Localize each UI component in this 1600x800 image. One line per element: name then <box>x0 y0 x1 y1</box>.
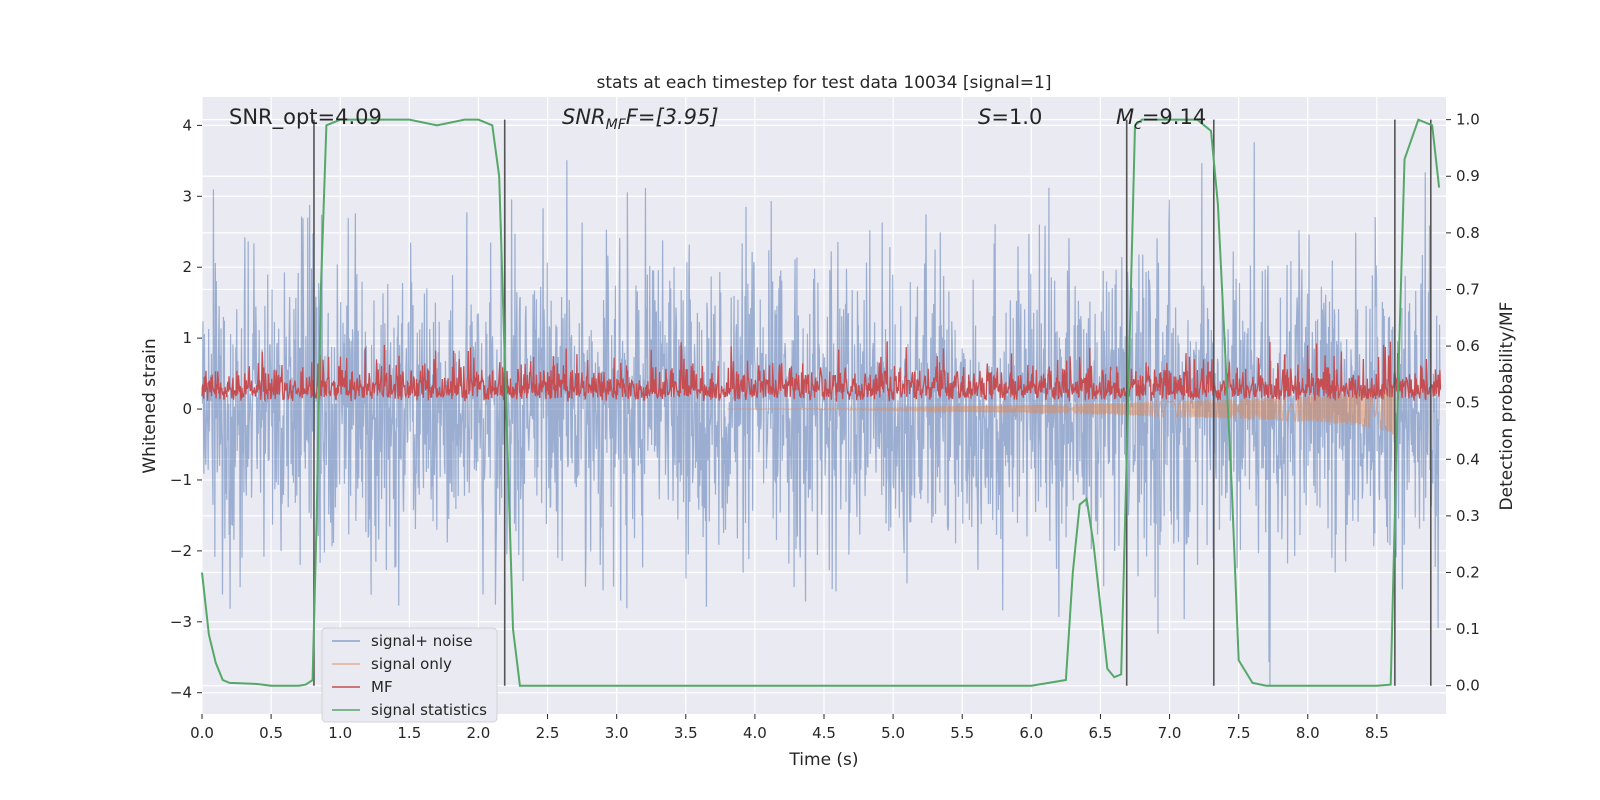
x-tick-label-12: 6.0 <box>1019 724 1043 742</box>
y-right-tick-label-1: 0.9 <box>1456 167 1480 185</box>
annotation-mc-sub: c <box>1134 117 1142 133</box>
y-tick-label-0: 4 <box>182 116 192 134</box>
x-tick-label-8: 4.0 <box>743 724 767 742</box>
annotation-s-value: =1.0 <box>991 105 1042 129</box>
series-signal-only <box>727 383 1396 435</box>
annotation-s: S=1.0 <box>978 105 1042 129</box>
y-tick-label-6: −2 <box>170 542 192 560</box>
x-axis-label: Time (s) <box>788 750 858 770</box>
x-tick-label-3: 1.5 <box>397 724 421 742</box>
line-signal-statistics <box>201 118 1441 687</box>
legend-label-signal-noise: signal+ noise <box>371 632 473 650</box>
y-right-tick-label-4: 0.6 <box>1456 337 1480 355</box>
x-tick-label-16: 8.0 <box>1296 724 1320 742</box>
y-tick-label-8: −4 <box>170 684 192 702</box>
legend: signal+ noise signal only MF signal stat… <box>321 627 498 723</box>
annotation-s-main: S <box>978 105 991 129</box>
x-tick-label-5: 2.5 <box>536 724 560 742</box>
y-tick-label-4: 0 <box>182 400 192 418</box>
legend-label-signal-only: signal only <box>371 655 452 673</box>
y-right-tick-label-6: 0.4 <box>1456 450 1480 468</box>
x-tick-label-0: 0.0 <box>190 724 214 742</box>
axes: 0.0 0.5 1.0 1.5 2.0 2.5 3.0 3.5 4.0 4.5 5.0 5.5 6.0 6… <box>170 111 1480 742</box>
annotation-snr-opt: SNR_opt=4.09 <box>229 105 382 130</box>
y-axis-label: Whitened strain <box>140 338 160 473</box>
grid <box>201 97 1446 714</box>
y-tick-label-7: −3 <box>170 613 192 631</box>
y-right-tick-label-9: 0.1 <box>1456 620 1480 638</box>
series-mf <box>201 341 1442 403</box>
annotation-mc: Mc=9.14 <box>1116 105 1206 133</box>
annotation-mc-main: M <box>1116 105 1134 129</box>
y-right-tick-label-3: 0.7 <box>1456 280 1480 298</box>
y-tick-label-5: −1 <box>170 471 192 489</box>
y-axis-right-label: Detection probability/MF <box>1497 302 1517 511</box>
chart-title: stats at each timestep for test data 100… <box>597 73 1052 93</box>
line-signal-only <box>727 383 1396 435</box>
y-right-tick-label-2: 0.8 <box>1456 224 1480 242</box>
x-tick-label-11: 5.5 <box>950 724 974 742</box>
y-right-tick-label-10: 0.0 <box>1456 677 1480 695</box>
x-tick-label-15: 7.5 <box>1227 724 1251 742</box>
line-mf <box>201 341 1442 403</box>
x-tick-label-1: 0.5 <box>259 724 283 742</box>
x-tick-label-7: 3.5 <box>674 724 698 742</box>
series-signal-statistics <box>201 118 1441 687</box>
x-tick-label-17: 8.5 <box>1365 724 1389 742</box>
annotation-snr-mf: SNRMFF=[3.95] <box>562 105 719 133</box>
y-right-tick-label-5: 0.5 <box>1456 394 1480 412</box>
x-tick-label-13: 6.5 <box>1089 724 1113 742</box>
x-tick-label-2: 1.0 <box>328 724 352 742</box>
y-right-tick-label-7: 0.3 <box>1456 507 1480 525</box>
x-tick-label-14: 7.0 <box>1158 724 1182 742</box>
annotation-snr-mf-sub: MF <box>606 117 627 133</box>
legend-box <box>321 627 498 723</box>
x-tick-label-6: 3.0 <box>605 724 629 742</box>
annotation-mc-value: =9.14 <box>1142 105 1206 129</box>
x-tick-label-10: 5.0 <box>881 724 905 742</box>
legend-label-mf: MF <box>371 678 393 696</box>
annotation-snr-mf-value: F=[3.95] <box>626 105 719 129</box>
y-tick-label-2: 2 <box>182 258 192 276</box>
y-right-tick-label-0: 1.0 <box>1456 111 1480 129</box>
annotation-snr-mf-main: SNR <box>562 105 606 129</box>
y-tick-label-3: 1 <box>182 329 192 347</box>
y-tick-label-1: 3 <box>182 187 192 205</box>
x-tick-label-4: 2.0 <box>467 724 491 742</box>
x-tick-label-9: 4.5 <box>812 724 836 742</box>
y-right-tick-label-8: 0.2 <box>1456 563 1480 581</box>
legend-label-signal-statistics: signal statistics <box>371 701 487 719</box>
